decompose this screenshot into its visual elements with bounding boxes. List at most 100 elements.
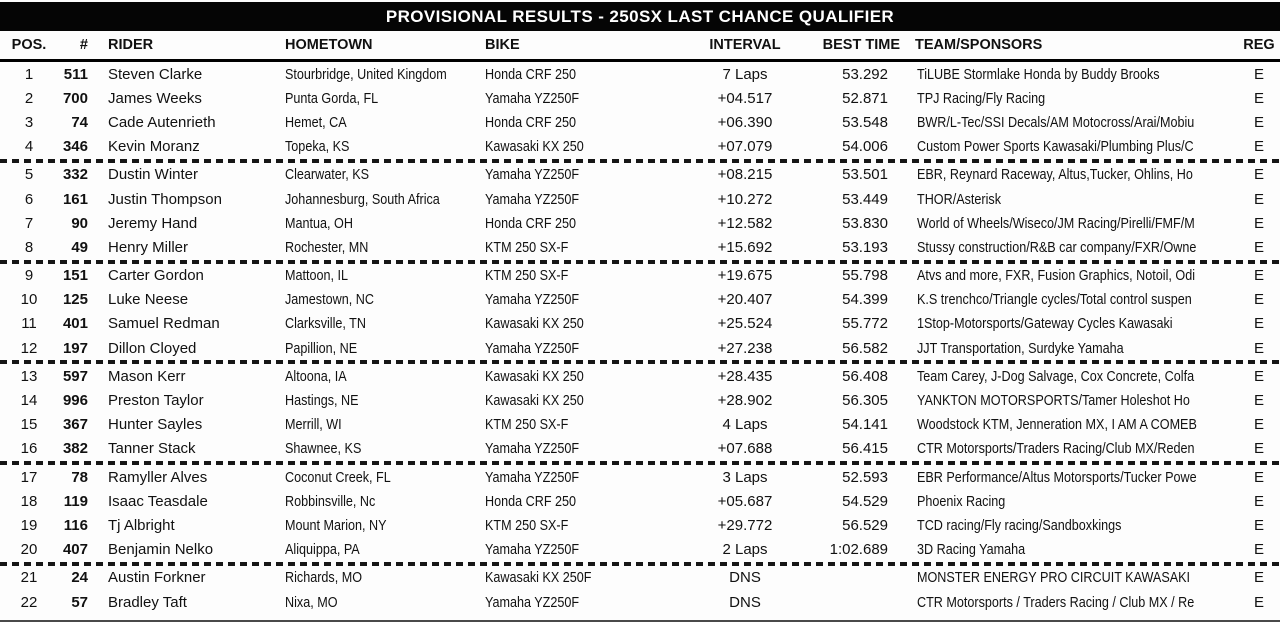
cell-bike: Honda CRF 250 [483,215,700,232]
team-sponsors-text: Stussy construction/R&B car company/FXR/… [917,238,1197,256]
cell-team-sponsors: Phoenix Racing [900,493,1238,510]
team-sponsors-text: CTR Motorsports / Traders Racing / Club … [917,593,1195,611]
table-row: 15 367 Hunter Sayles Merrill, WI KTM 250… [0,413,1280,437]
cell-bike: Yamaha YZ250F [483,340,700,357]
cell-reg: E [1253,492,1264,510]
bike-text: Kawasaki KX 250 [485,367,584,385]
cell-team-sponsors: EBR, Reynard Raceway, Altus,Tucker, Ohli… [900,166,1238,183]
cell-hometown: Richards, MO [283,569,483,586]
column-header-best-time: BEST TIME [822,37,900,53]
team-sponsors-text: TiLUBE Stormlake Honda by Buddy Brooks [917,65,1160,83]
table-row: 21 24 Austin Forkner Richards, MO Kawasa… [0,566,1280,590]
cell-best-time: 56.529 [842,516,888,534]
team-sponsors-text: TPJ Racing/Fly Racing [917,89,1046,107]
cell-rider-name: Hunter Sayles [108,416,203,434]
bike-text: Yamaha YZ250F [485,440,580,458]
cell-reg: E [1253,392,1264,410]
cell-best-time: 54.006 [842,138,888,156]
cell-bike: Honda CRF 250 [483,114,700,131]
cell-interval: +25.524 [717,315,773,333]
cell-hometown: Hastings, NE [283,392,483,409]
table-row: 8 49 Henry Miller Rochester, MN KTM 250 … [0,235,1280,259]
hometown-text: Altoona, IA [285,367,347,385]
hometown-text: Richards, MO [285,569,363,587]
hometown-text: Clearwater, KS [285,166,370,184]
cell-rider-number: 125 [62,291,88,309]
cell-bike: Yamaha YZ250F [483,440,700,457]
cell-team-sponsors: Team Carey, J-Dog Salvage, Cox Concrete,… [900,368,1238,385]
cell-interval: +05.687 [717,492,773,510]
table-row: 7 90 Jeremy Hand Mantua, OH Honda CRF 25… [0,211,1280,235]
table-row: 16 382 Tanner Stack Shawnee, KS Yamaha Y… [0,437,1280,461]
cell-interval: +28.902 [717,392,773,410]
hometown-text: Clarksville, TN [285,315,366,333]
column-header-reg: REG [1243,37,1275,53]
cell-position: 17 [20,468,38,486]
cell-best-time: 53.501 [842,166,888,184]
hometown-text: Jamestown, NC [285,291,374,309]
cell-bike: Yamaha YZ250F [483,541,700,558]
cell-team-sponsors: YANKTON MOTORSPORTS/Tamer Holeshot Ho [900,392,1238,409]
bike-text: Yamaha YZ250F [485,468,580,486]
cell-best-time: 1:02.689 [829,541,888,559]
team-sponsors-text: Woodstock KTM, Jenneration MX, I AM A CO… [917,416,1197,434]
cell-position: 1 [24,65,34,83]
cell-team-sponsors: CTR Motorsports / Traders Racing / Club … [900,594,1238,611]
cell-rider-name: Tj Albright [108,516,175,534]
column-header-rider: RIDER [108,37,154,53]
column-header-pos: POS. [11,37,47,53]
cell-position: 4 [24,138,34,156]
hometown-text: Stourbridge, United Kingdom [285,65,447,83]
cell-hometown: Shawnee, KS [283,440,483,457]
group-dashed-separator [0,461,1280,465]
bike-text: Yamaha YZ250F [485,339,580,357]
bike-text: Kawasaki KX 250 [485,392,584,410]
table-row: 22 57 Bradley Taft Nixa, MO Yamaha YZ250… [0,590,1280,614]
table-row: 12 197 Dillon Cloyed Papillion, NE Yamah… [0,336,1280,360]
cell-team-sponsors: TCD racing/Fly racing/Sandboxkings [900,517,1238,534]
results-table: POS. # RIDER HOMETOWN BIKE INTERVAL BEST… [0,31,1280,614]
cell-rider-name: Jeremy Hand [108,214,198,232]
cell-reg: E [1253,214,1264,232]
cell-reg: E [1253,315,1264,333]
cell-best-time: 56.408 [842,367,888,385]
cell-best-time: 53.548 [842,113,888,131]
cell-bike: Kawasaki KX 250F [483,569,700,586]
cell-rider-name: Bradley Taft [108,593,187,611]
cell-position: 9 [24,267,34,285]
cell-position: 18 [20,492,38,510]
page-title: PROVISIONAL RESULTS - 250SX LAST CHANCE … [385,6,895,26]
cell-reg: E [1253,468,1264,486]
cell-team-sponsors: CTR Motorsports/Traders Racing/Club MX/R… [900,440,1238,457]
cell-position: 20 [20,541,38,559]
cell-reg: E [1253,238,1264,256]
cell-rider-number: 401 [62,315,88,333]
cell-team-sponsors: MONSTER ENERGY PRO CIRCUIT KAWASAKI [900,569,1238,586]
team-sponsors-text: BWR/L-Tec/SSI Decals/AM Motocross/Arai/M… [917,113,1195,131]
column-header-bike: BIKE [485,37,520,53]
cell-rider-name: Kevin Moranz [108,138,200,156]
cell-bike: Yamaha YZ250F [483,594,700,611]
cell-team-sponsors: 3D Racing Yamaha [900,541,1238,558]
cell-bike: Kawasaki KX 250 [483,392,700,409]
cell-team-sponsors: Custom Power Sports Kawasaki/Plumbing Pl… [900,138,1238,155]
table-row: 2 700 James Weeks Punta Gorda, FL Yamaha… [0,86,1280,110]
hometown-text: Nixa, MO [285,593,338,611]
team-sponsors-text: Custom Power Sports Kawasaki/Plumbing Pl… [917,138,1194,156]
column-header-interval: INTERVAL [709,37,781,53]
cell-rider-name: Benjamin Nelko [108,541,214,559]
cell-best-time: 55.772 [842,315,888,333]
cell-reg: E [1253,291,1264,309]
cell-best-time: 53.830 [842,214,888,232]
cell-reg: E [1253,569,1264,587]
cell-rider-name: Cade Autenrieth [108,113,216,131]
cell-rider-number: 197 [62,339,88,357]
hometown-text: Hemet, CA [285,113,347,131]
cell-best-time: 54.529 [842,492,888,510]
cell-interval: 3 Laps [722,468,768,486]
cell-interval: +29.772 [717,516,773,534]
cell-hometown: Aliquippa, PA [283,541,483,558]
bike-text: Honda CRF 250 [485,214,577,232]
cell-rider-number: 151 [62,267,88,285]
cell-interval: +15.692 [717,238,773,256]
